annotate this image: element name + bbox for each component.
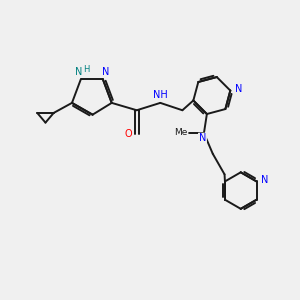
- Text: H: H: [83, 64, 90, 74]
- Text: N: N: [261, 175, 268, 185]
- Text: N: N: [75, 67, 82, 77]
- Text: N: N: [235, 84, 242, 94]
- Text: NH: NH: [153, 90, 168, 100]
- Text: N: N: [199, 134, 206, 143]
- Text: N: N: [102, 67, 109, 77]
- Text: O: O: [125, 129, 132, 139]
- Text: Me: Me: [175, 128, 188, 137]
